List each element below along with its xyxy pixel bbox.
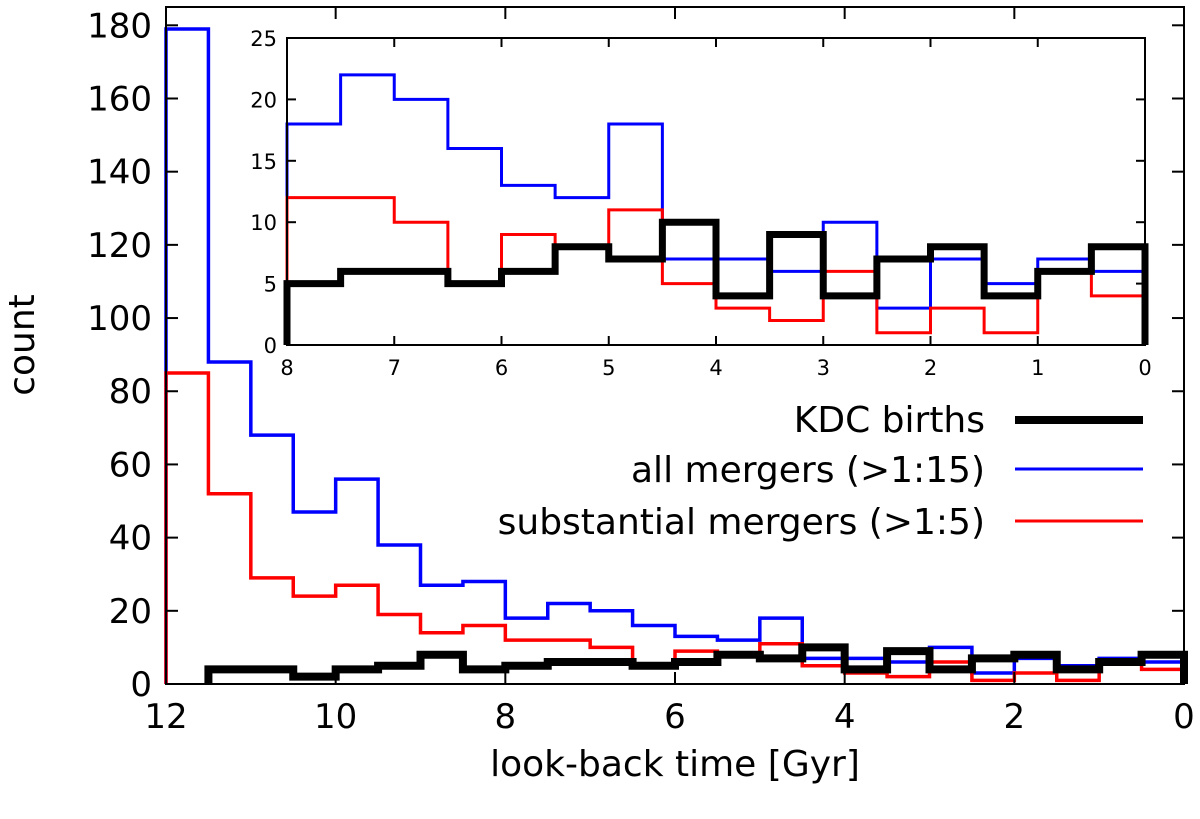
inset-xtick-label: 4: [709, 356, 722, 380]
inset-ytick-label: 0: [264, 334, 277, 358]
main-xtick-label: 8: [495, 697, 517, 737]
inset-xtick-label: 0: [1138, 356, 1151, 380]
inset-xtick-label: 1: [1031, 356, 1044, 380]
inset-xtick-label: 2: [924, 356, 937, 380]
inset-xtick-label: 3: [817, 356, 830, 380]
main-ytick-label: 100: [87, 299, 152, 339]
inset-xtick-label: 5: [602, 356, 615, 380]
legend-label-substantial-mergers: substantial mergers (>1:5): [498, 502, 985, 543]
legend-entry-all-mergers: all mergers (>1:15): [631, 450, 1143, 491]
legend: KDC births all mergers (>1:15) substanti…: [498, 400, 1143, 543]
legend-entry-kdc-births: KDC births: [794, 400, 1143, 441]
inset-xtick-label: 8: [280, 356, 293, 380]
main-ytick-label: 180: [87, 6, 152, 46]
main-ytick-label: 20: [109, 592, 152, 632]
main-ytick-label: 120: [87, 226, 152, 266]
inset-step-line-kdc-births: [283, 218, 1149, 345]
main-xtick-label: 0: [1173, 697, 1195, 737]
inset-series-layer: [283, 73, 1149, 345]
inset-series-substantial-mergers-1-5: [285, 196, 1147, 345]
inset-ytick-label: 25: [250, 27, 277, 51]
main-xtick-label: 10: [314, 697, 357, 737]
legend-label-kdc-births: KDC births: [794, 400, 985, 441]
inset-ytick-label: 10: [250, 211, 277, 235]
main-ytick-label: 0: [130, 665, 152, 705]
inset-ytick-label: 15: [250, 150, 277, 174]
y-axis-title: count: [2, 294, 43, 396]
main-ytick-label: 60: [109, 445, 152, 485]
inset-xtick-label: 7: [388, 356, 401, 380]
main-xtick-label: 12: [144, 697, 187, 737]
main-ytick-label: 40: [109, 519, 152, 559]
main-step-line-kdc-births: [204, 643, 1188, 684]
x-axis-title: look-back time [Gyr]: [490, 744, 860, 785]
main-xtick-label: 4: [834, 697, 856, 737]
legend-entry-substantial-mergers: substantial mergers (>1:5): [498, 502, 1143, 543]
main-xtick-label: 2: [1004, 697, 1026, 737]
legend-label-all-mergers: all mergers (>1:15): [631, 450, 985, 491]
main-ytick-label: 160: [87, 79, 152, 119]
main-ytick-label: 80: [109, 372, 152, 412]
inset-step-line-substantial-mergers-1-5: [285, 196, 1147, 345]
inset-ytick-label: 5: [264, 273, 277, 297]
inset-xtick-label: 6: [495, 356, 508, 380]
inset-series-kdc-births: [283, 218, 1149, 345]
main-ytick-label: 140: [87, 153, 152, 193]
main-xtick-label: 6: [664, 697, 686, 737]
main-series-kdc-births: [204, 643, 1188, 684]
inset-ytick-label: 20: [250, 88, 277, 112]
